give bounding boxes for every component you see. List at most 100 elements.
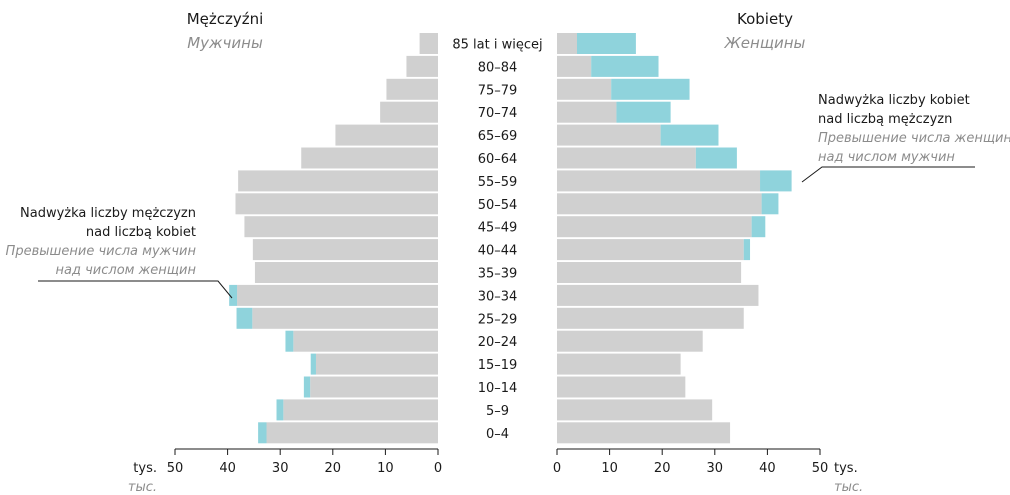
- women-bar-age-11: [557, 284, 759, 306]
- men-bar-age-16: [283, 399, 438, 421]
- men-x-tick-30-label: 30: [272, 461, 289, 476]
- men-x-tick-20-label: 20: [325, 461, 342, 476]
- age-label-7: 50–54: [478, 198, 518, 213]
- women-bar-age-7: [557, 193, 762, 215]
- men-bar-age-13: [293, 330, 438, 352]
- annotation-women: Nadwyżka liczby kobiet nad liczbą mężczy…: [801, 93, 1010, 183]
- men-bar-age-17: [266, 422, 438, 444]
- men-subtitle: Мужчины: [187, 34, 263, 52]
- age-label-2: 75–79: [478, 83, 518, 98]
- women-bar-age-15: [557, 376, 686, 398]
- annotation-women-pl-2: nad liczbą mężczyzn: [818, 112, 952, 127]
- men-bar-age-6: [238, 170, 438, 192]
- women-excess-bar-age-9: [743, 239, 751, 261]
- women-x-tick-40-label: 40: [759, 461, 776, 476]
- annotation-men-leader: [38, 280, 233, 299]
- age-label-5: 60–64: [478, 152, 518, 167]
- annotation-men-ru-2: над числом женщин: [56, 263, 197, 278]
- women-bar-age-5: [557, 147, 696, 169]
- bars-group: [229, 33, 792, 444]
- women-bar-age-10: [557, 262, 742, 283]
- annotation-men: Nadwyżka liczby mężczyzn nad liczbą kobi…: [6, 206, 233, 299]
- annotation-men-pl-1: Nadwyżka liczby mężczyzn: [20, 206, 196, 221]
- men-excess-bar-age-16: [276, 399, 284, 421]
- women-excess-bar-age-3: [616, 101, 671, 123]
- age-label-0: 85 lat i więcej: [452, 38, 542, 53]
- men-bar-age-14: [315, 353, 438, 375]
- women-bar-age-13: [557, 330, 703, 352]
- men-bar-age-2: [386, 78, 438, 100]
- annotation-women-ru-2: над числом мужчин: [818, 150, 955, 165]
- men-excess-bar-age-11: [229, 284, 238, 306]
- men-x-tick-40-label: 40: [219, 461, 236, 476]
- age-label-6: 55–59: [478, 175, 518, 190]
- men-bar-age-12: [252, 307, 438, 329]
- men-excess-bar-age-14: [310, 353, 316, 375]
- women-title: Kobiety: [737, 10, 793, 28]
- age-label-11: 30–34: [478, 289, 518, 304]
- women-bar-age-6: [557, 170, 761, 192]
- men-bar-age-5: [301, 147, 438, 169]
- women-x-tick-30-label: 30: [707, 461, 724, 476]
- annotation-men-pl-2: nad liczbą kobiet: [86, 225, 196, 240]
- men-x-tick-50-label: 50: [167, 461, 184, 476]
- age-label-10: 35–39: [478, 267, 518, 282]
- women-bar-age-16: [557, 399, 713, 421]
- men-bar-age-15: [310, 376, 438, 398]
- men-title: Mężczyźni: [187, 10, 264, 28]
- women-excess-bar-age-0: [576, 33, 636, 54]
- annotation-women-pl-1: Nadwyżka liczby kobiet: [818, 93, 970, 108]
- women-excess-bar-age-1: [591, 55, 659, 77]
- women-bar-age-17: [557, 422, 731, 444]
- ticks-group: 50 40 30 20 10 0 0 10 20 30 40 50: [167, 449, 829, 476]
- men-unit-label-ru: тыс.: [128, 480, 157, 495]
- women-excess-bar-age-4: [660, 124, 719, 146]
- age-label-16: 5–9: [486, 404, 509, 419]
- women-bar-age-8: [557, 216, 752, 238]
- women-x-tick-20-label: 20: [654, 461, 671, 476]
- women-unit-label-ru: тыс.: [834, 480, 863, 495]
- age-label-1: 80–84: [478, 60, 518, 75]
- men-bar-age-11: [237, 284, 438, 306]
- annotation-men-ru-1: Превышение числа мужчин: [6, 244, 197, 259]
- men-bar-age-1: [406, 55, 438, 77]
- women-x-tick-0-label: 0: [553, 461, 561, 476]
- women-bar-age-12: [557, 307, 744, 329]
- women-unit-label: tys.: [834, 461, 858, 476]
- women-bar-age-14: [557, 353, 681, 375]
- men-excess-bar-age-13: [285, 330, 294, 352]
- annotation-women-ru-1: Превышение числа женщин: [818, 131, 1010, 146]
- men-bar-age-9: [252, 239, 438, 261]
- women-bar-age-0: [557, 33, 577, 54]
- women-bar-age-9: [557, 239, 744, 261]
- men-bar-age-7: [235, 193, 438, 215]
- men-x-tick-10-label: 10: [377, 461, 394, 476]
- women-bar-age-1: [557, 55, 592, 77]
- women-excess-bar-age-8: [751, 216, 766, 238]
- age-label-17: 0–4: [486, 427, 509, 442]
- women-excess-bar-age-6: [760, 170, 792, 192]
- men-bar-age-10: [254, 262, 438, 283]
- age-label-9: 40–44: [478, 244, 518, 259]
- women-bar-age-2: [557, 78, 612, 100]
- women-excess-bar-age-2: [611, 78, 690, 100]
- annotation-women-leader: [801, 166, 975, 183]
- women-x-tick-10-label: 10: [601, 461, 618, 476]
- women-bar-age-4: [557, 124, 661, 146]
- men-unit-label: tys.: [133, 461, 157, 476]
- men-excess-bar-age-15: [303, 376, 311, 398]
- men-bar-age-0: [419, 33, 438, 54]
- men-x-tick-0-label: 0: [434, 461, 442, 476]
- women-excess-bar-age-5: [695, 147, 737, 169]
- men-bar-age-3: [380, 101, 438, 123]
- age-label-14: 15–19: [478, 358, 518, 373]
- women-excess-bar-age-7: [761, 193, 779, 215]
- age-label-12: 25–29: [478, 312, 518, 327]
- women-x-tick-50-label: 50: [812, 461, 829, 476]
- age-label-3: 70–74: [478, 106, 518, 121]
- age-label-8: 45–49: [478, 221, 518, 236]
- women-subtitle: Женщины: [724, 34, 806, 52]
- men-bar-age-4: [335, 124, 438, 146]
- women-bar-age-3: [557, 101, 617, 123]
